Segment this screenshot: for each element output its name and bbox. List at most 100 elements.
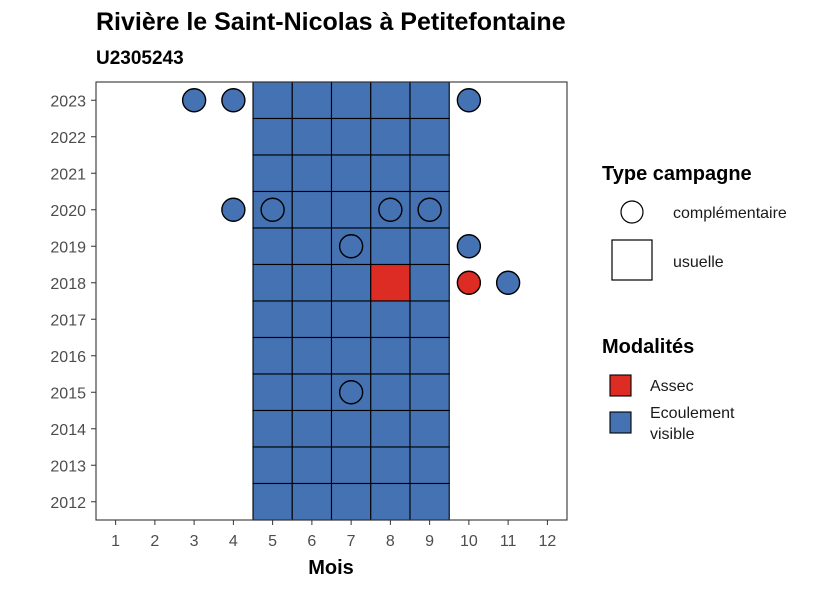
tile-2017-9 [409,300,450,339]
point-2020-9 [417,197,442,222]
panel-border [95,81,568,521]
tile-2021-6 [291,154,333,193]
tile-2016-7 [330,336,372,375]
y-tick-label: 2015 [50,385,86,402]
tile-2018-9 [409,263,450,302]
y-tick-label: 2014 [50,422,86,439]
tile-2021-5 [252,154,293,193]
legend-assec-label: Assec [650,378,694,395]
legend-ecoulement-label-line2: visible [650,426,695,443]
tile-2019-8 [370,227,411,266]
y-tick-label: 2017 [50,312,86,329]
tile-2013-8 [370,446,411,485]
legend-ecoulement-label-line1: Ecoulement [650,405,735,422]
point-2020-4 [221,197,246,222]
tile-2015-6 [291,373,333,412]
tile-2013-5 [252,446,293,485]
x-tick-label: 11 [500,533,517,550]
tile-2017-5 [252,300,293,339]
point-2018-10 [456,270,482,295]
tile-2019-9 [409,227,450,266]
legend-ecoulement-key [609,411,632,434]
x-tick-label: 10 [460,533,478,550]
y-tick-label: 2019 [50,239,86,256]
tile-2014-6 [291,409,333,448]
tile-2017-8 [370,300,411,339]
tile-2020-6 [291,190,333,229]
tile-2015-8 [370,373,411,412]
tile-2023-7 [330,81,372,120]
tile-2012-5 [252,482,293,521]
y-tick-label: 2020 [50,203,86,220]
tile-2013-6 [291,446,333,485]
legend-square-key [611,239,653,281]
point-2023-4 [221,88,246,113]
tile-2018-8 [370,263,411,302]
y-axis: 2012 2013 2014 2015 2016 2017 2018 2019 2020 2021… [50,93,96,512]
x-tick-label: 4 [229,533,238,550]
x-tick-label: 5 [268,533,277,550]
tile-2023-8 [370,81,411,120]
legend-type-item-complementaire: complémentaire [673,205,787,222]
tile-2016-6 [291,336,333,375]
legend-circle-key [620,200,644,224]
x-tick-label: 7 [347,533,356,550]
point-2019-7 [338,234,364,259]
tile-2021-8 [370,154,411,193]
tile-2013-9 [409,446,450,485]
tile-2013-7 [330,446,372,485]
legend-type-title: Type campagne [602,163,752,185]
x-tick-label: 12 [538,533,556,550]
tile-2022-7 [330,117,372,156]
tile-2016-9 [409,336,450,375]
y-tick-label: 2012 [50,495,86,512]
point-2015-7 [338,380,364,405]
tile-2023-9 [409,81,450,120]
chart-subtitle: U2305243 [96,48,184,69]
point-2023-3 [181,88,207,113]
tile-2012-8 [370,482,411,521]
tile-2022-9 [409,117,450,156]
tile-2014-5 [252,409,293,448]
x-tick-label: 2 [150,533,159,550]
point-2019-10 [456,234,482,259]
tile-2017-7 [330,300,372,339]
tile-2021-9 [409,154,450,193]
tile-2019-5 [252,227,293,266]
point-2020-5 [260,197,285,222]
x-axis-title: Mois [308,557,354,579]
y-tick-label: 2022 [50,130,86,147]
x-tick-label: 1 [111,533,120,550]
tile-2018-7 [330,263,372,302]
x-axis: 1 2 3 4 5 6 7 8 9 10 11 12 [111,520,556,550]
tile-2017-6 [291,300,333,339]
tile-2021-7 [330,154,372,193]
tiles-layer [252,81,450,521]
tile-2014-7 [330,409,372,448]
y-tick-label: 2013 [50,458,86,475]
tile-2023-5 [252,81,293,120]
point-2020-8 [378,197,403,222]
tile-2022-5 [252,117,293,156]
point-2023-10 [456,88,482,113]
tile-2016-8 [370,336,411,375]
tile-2012-9 [409,482,450,521]
x-tick-label: 8 [386,533,395,550]
legend-assec-key [609,374,632,397]
x-tick-label: 3 [190,533,199,550]
tile-2023-6 [291,81,333,120]
tile-2016-5 [252,336,293,375]
tile-2015-9 [409,373,450,412]
y-tick-label: 2021 [50,166,86,183]
point-2018-11 [495,270,521,295]
tile-2012-6 [291,482,333,521]
tile-2014-9 [409,409,450,448]
tile-2019-6 [291,227,333,266]
tile-2020-7 [330,190,372,229]
tile-2015-5 [252,373,293,412]
legend-modalite-title: Modalités [602,336,694,358]
x-tick-label: 9 [425,533,434,550]
tile-2018-6 [291,263,333,302]
tile-2022-6 [291,117,333,156]
